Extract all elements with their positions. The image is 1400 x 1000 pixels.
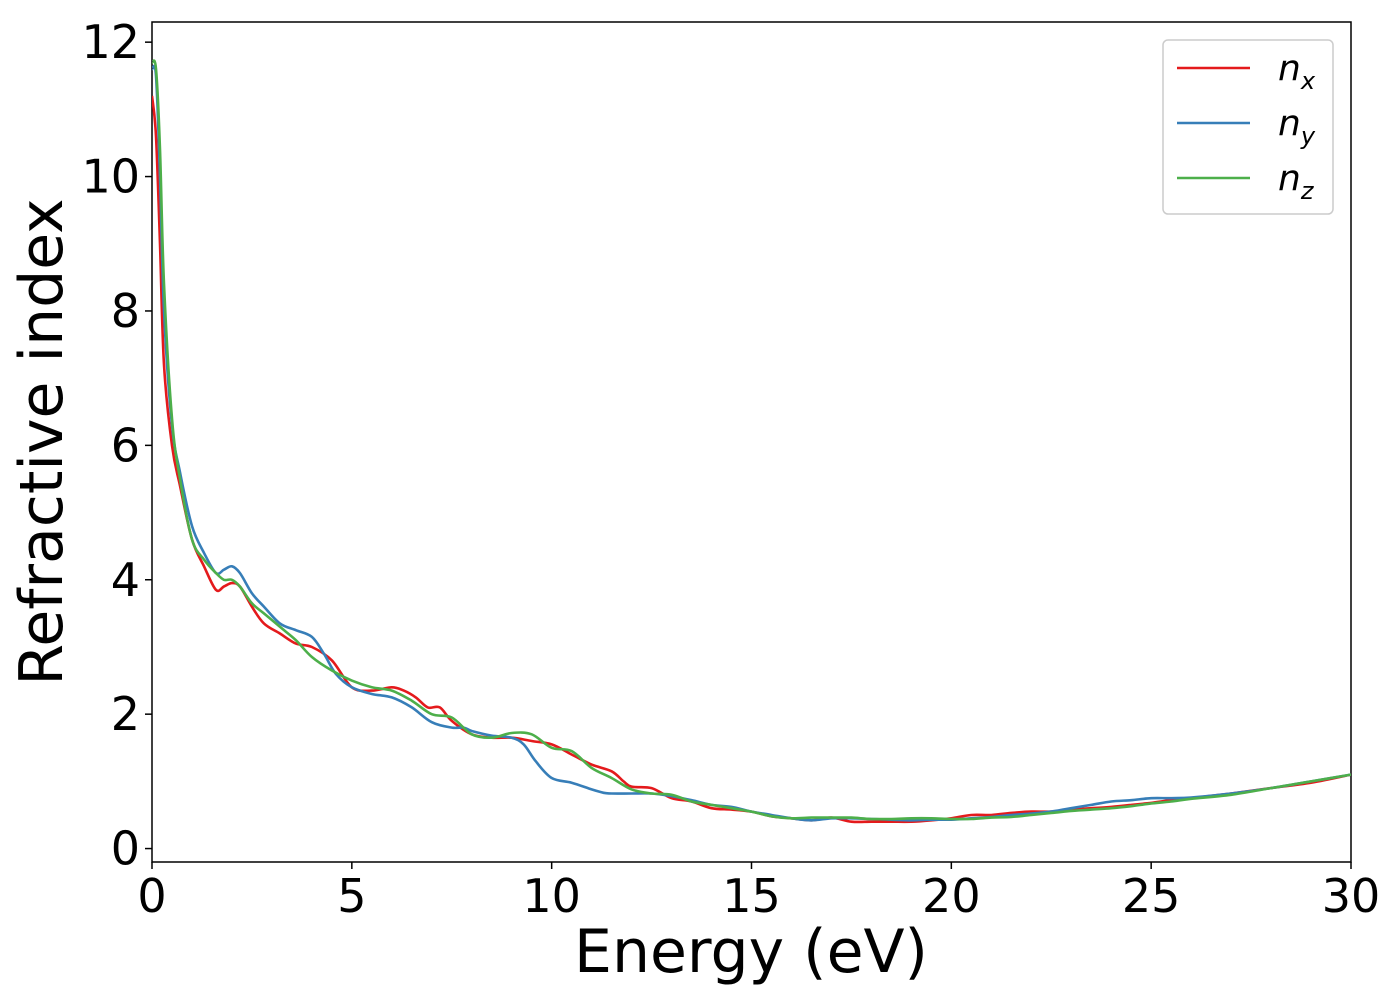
x-tick-label: 30 (1322, 869, 1381, 923)
series-line-n-z (152, 59, 1351, 821)
y-tick-label: 6 (111, 418, 140, 472)
y-axis-title: Refractive index (7, 198, 77, 685)
y-axis: 0 2 4 6 8 10 12 (81, 15, 152, 876)
series-lines (152, 59, 1351, 824)
legend-box (1162, 39, 1334, 215)
legend-label-n-z: nz (1278, 158, 1315, 205)
x-axis-title: Energy (eV) (574, 917, 928, 987)
legend-label-subscript: y (1300, 122, 1316, 150)
x-tick-label: 5 (337, 869, 366, 923)
legend-label-main: n (1278, 158, 1301, 199)
legend-label-main: n (1278, 48, 1301, 89)
y-tick-label: 0 (111, 822, 140, 876)
x-tick-label: 15 (722, 869, 781, 923)
plot-area (151, 21, 1352, 863)
x-axis: 0 5 10 15 20 25 30 (137, 862, 1380, 923)
y-tick-label: 8 (111, 284, 140, 338)
x-tick-label: 20 (922, 869, 981, 923)
legend-label-subscript: x (1300, 67, 1316, 95)
legend-label-n-y: ny (1278, 103, 1316, 150)
y-tick-label: 2 (111, 687, 140, 741)
legend-label-n-x: nx (1278, 48, 1316, 95)
x-tick-label: 0 (137, 869, 166, 923)
x-tick-label: 10 (522, 869, 581, 923)
legend-label-main: n (1278, 103, 1301, 144)
y-tick-label: 4 (111, 553, 140, 607)
legend-label-subscript: z (1300, 177, 1315, 205)
y-tick-label: 10 (81, 150, 140, 204)
x-tick-label: 25 (1122, 869, 1181, 923)
y-tick-label: 12 (81, 15, 140, 69)
